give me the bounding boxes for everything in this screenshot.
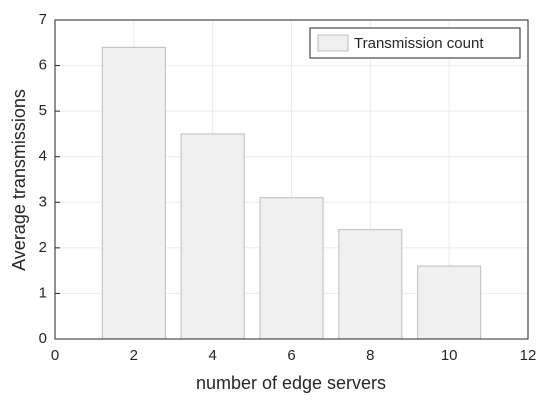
x-tick-label: 0: [51, 347, 59, 364]
y-tick-label: 2: [39, 239, 47, 256]
y-tick-label: 7: [39, 11, 47, 28]
x-tick-label: 12: [520, 347, 537, 364]
x-tick-label: 4: [208, 347, 216, 364]
x-tick-label: 10: [441, 347, 458, 364]
bar: [259, 197, 324, 340]
y-tick-label: 4: [39, 148, 47, 165]
legend-swatch: [317, 34, 349, 52]
x-tick-label: 2: [130, 347, 138, 364]
x-tick-label: 8: [366, 347, 374, 364]
y-tick-label: 6: [39, 57, 47, 74]
y-tick-label: 0: [39, 330, 47, 347]
y-tick-label: 3: [39, 193, 47, 210]
y-tick-label: 5: [39, 102, 47, 119]
axes-box: [54, 19, 529, 340]
bar: [338, 229, 403, 340]
bar: [417, 265, 482, 340]
bar: [180, 133, 245, 340]
y-axis-label: Average transmissions: [9, 89, 29, 271]
bar: [101, 46, 166, 340]
x-axis-label: number of edge servers: [196, 373, 386, 393]
legend-label: Transmission count: [354, 35, 484, 52]
x-tick-label: 6: [287, 347, 295, 364]
y-tick-label: 1: [39, 284, 47, 301]
